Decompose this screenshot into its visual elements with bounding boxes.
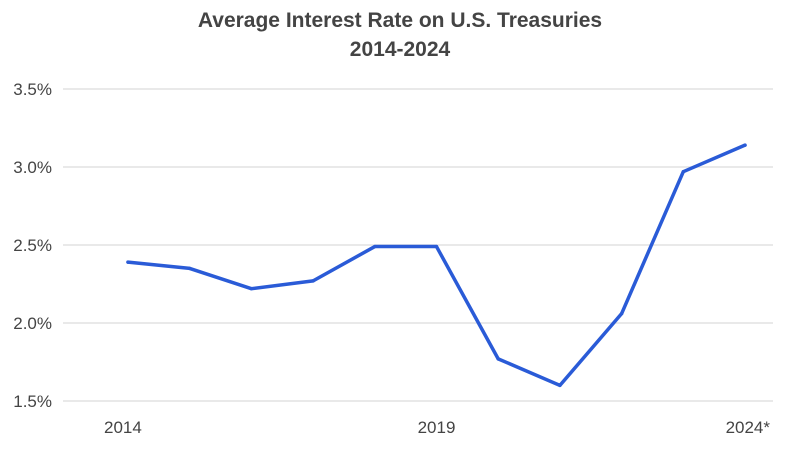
data-point	[126, 260, 130, 264]
y-tick-label: 2.5%	[13, 236, 52, 255]
x-axis-labels: 2014 2019 2024*	[104, 418, 770, 437]
series-line	[126, 143, 747, 388]
y-tick-label: 3.0%	[13, 158, 52, 177]
y-tick-label: 3.5%	[13, 80, 52, 99]
x-tick-label: 2014	[104, 418, 142, 437]
series-layer	[126, 143, 747, 388]
data-point	[373, 244, 377, 249]
y-axis-labels: 3.5% 3.0% 2.5% 2.0% 1.5%	[13, 80, 52, 411]
data-point	[619, 311, 624, 316]
data-point	[743, 143, 747, 147]
data-point	[188, 266, 192, 271]
data-point	[681, 169, 685, 174]
data-point	[249, 286, 254, 291]
y-tick-label: 1.5%	[13, 392, 52, 411]
x-tick-label: 2019	[418, 418, 456, 437]
data-point	[496, 357, 500, 361]
data-point	[558, 383, 562, 388]
x-tick-label: 2024*	[726, 418, 771, 437]
data-point	[311, 279, 315, 283]
data-point	[434, 244, 439, 249]
chart-title: Average Interest Rate on U.S. Treasuries	[198, 9, 602, 32]
chart-subtitle: 2014-2024	[350, 38, 451, 61]
y-tick-label: 2.0%	[13, 314, 52, 333]
